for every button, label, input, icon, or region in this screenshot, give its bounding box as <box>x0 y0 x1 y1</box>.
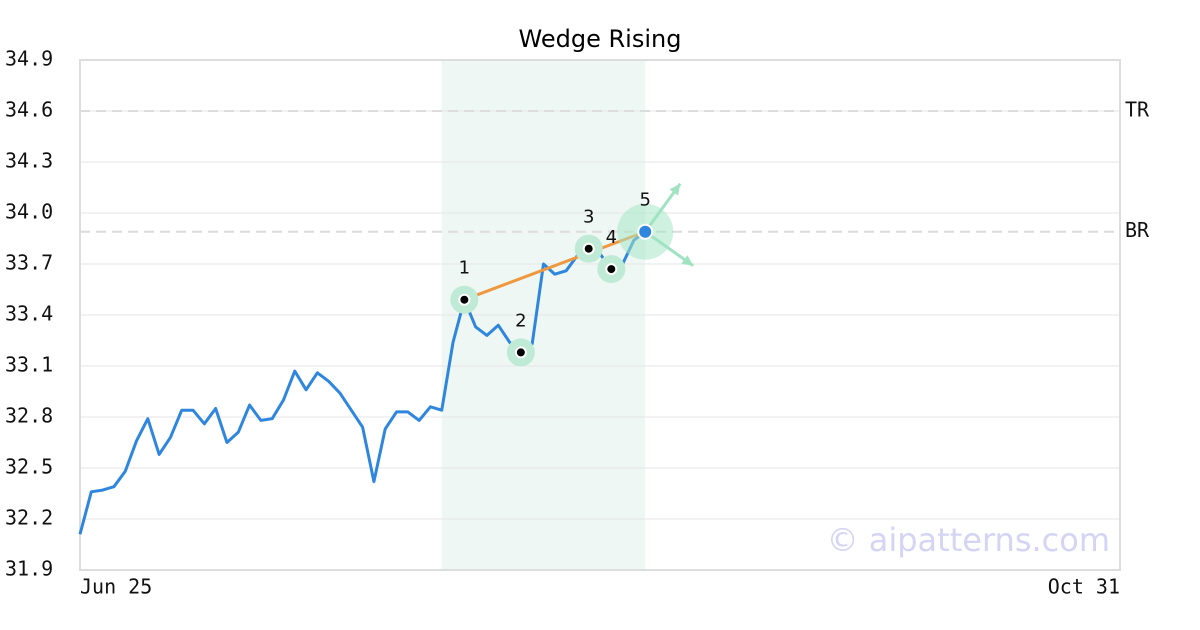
y-tick-label: 31.9 <box>5 557 53 581</box>
point-label: 2 <box>515 310 526 331</box>
y-tick-label: 33.1 <box>5 353 53 377</box>
y-tick-label: 34.0 <box>5 200 53 224</box>
plot-border <box>79 59 1121 571</box>
y-tick-label: 32.8 <box>5 404 53 428</box>
x-tick-label: Jun 25 <box>80 575 152 599</box>
point-label: 4 <box>606 227 617 248</box>
y-tick-label: 33.4 <box>5 302 53 326</box>
y-tick-label: 34.3 <box>5 149 53 173</box>
chart-title: Wedge Rising <box>519 25 682 53</box>
price-line <box>78 230 647 535</box>
point-label: 1 <box>459 258 470 279</box>
y-tick-label: 34.9 <box>5 47 53 71</box>
x-tick-label: Oct 31 <box>1048 575 1120 599</box>
pattern-point <box>514 346 527 359</box>
pattern-point <box>637 223 654 240</box>
arrow-head <box>669 183 681 196</box>
reference-label: BR <box>1125 218 1150 242</box>
reference-label: TR <box>1125 98 1150 122</box>
pattern-point <box>605 263 618 276</box>
y-tick-label: 32.2 <box>5 506 53 530</box>
y-tick-label: 32.5 <box>5 455 53 479</box>
pattern-point <box>458 293 471 306</box>
trend-line <box>463 230 646 302</box>
y-tick-label: 34.6 <box>5 98 53 122</box>
point-label: 3 <box>583 207 594 228</box>
point-label: 5 <box>639 190 650 211</box>
y-tick-label: 33.7 <box>5 251 53 275</box>
watermark: © aipatterns.com <box>827 521 1110 559</box>
arrow-head <box>681 255 694 266</box>
pattern-point <box>582 242 595 255</box>
